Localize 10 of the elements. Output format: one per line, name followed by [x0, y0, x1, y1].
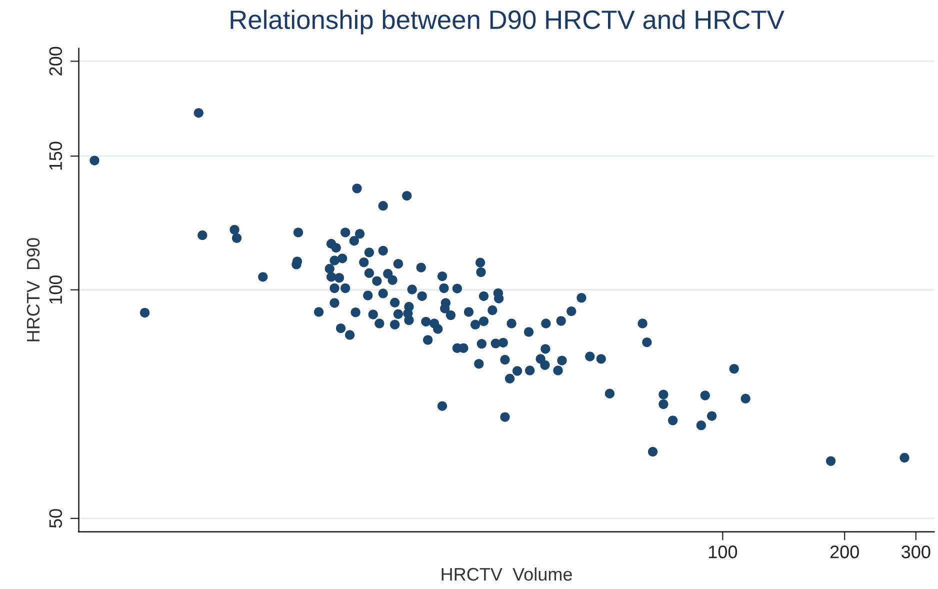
y-tick-label: 200 — [49, 46, 62, 76]
x-tick-label: 200 — [830, 546, 859, 558]
y-tick-label: 50 — [49, 509, 62, 528]
x-tick-label: 300 — [902, 546, 930, 558]
y-tick-label: 150 — [49, 142, 62, 170]
y-axis-title: HRCTV D90 — [26, 238, 40, 342]
chart-title: Relationship between D90 HRCTV and HRCTV — [230, 10, 784, 34]
x-axis-title: HRCTV Volume — [442, 567, 572, 581]
y-tick-label: 100 — [49, 275, 62, 304]
x-tick-label: 100 — [709, 546, 738, 558]
